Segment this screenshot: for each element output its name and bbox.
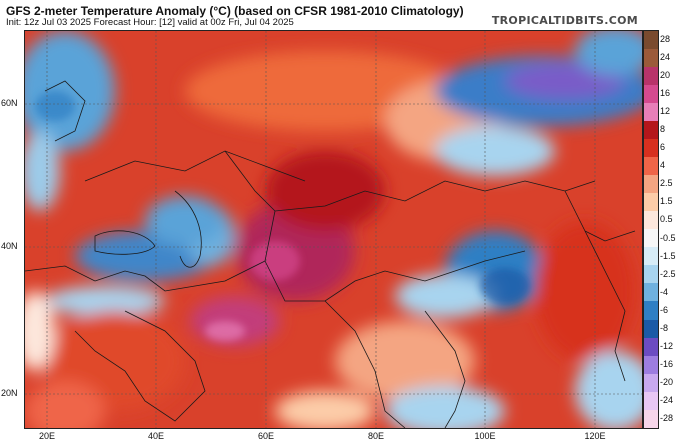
colorbar-label: 16 — [660, 88, 671, 99]
border-line — [264, 210, 526, 302]
border-line — [224, 150, 596, 212]
colorbar-label: -16 — [660, 358, 674, 369]
colorbar-swatch — [644, 373, 658, 392]
colorbar-swatch — [644, 85, 658, 104]
caspian-sea — [174, 190, 202, 268]
colorbar-swatch — [644, 31, 658, 50]
map-title: GFS 2-meter Temperature Anomaly (°C) (ba… — [6, 4, 464, 18]
colorbar-swatch — [644, 265, 658, 284]
colorbar-label: 2.5 — [660, 178, 673, 189]
cool-patch — [385, 386, 505, 428]
colorbar-swatch — [644, 49, 658, 68]
mediterranean-coast — [25, 265, 96, 282]
colorbar-swatch — [644, 283, 658, 302]
graticule — [25, 31, 642, 428]
china-coast — [564, 190, 626, 382]
colorbar-label: -0.5 — [660, 232, 676, 243]
cool-patch — [25, 131, 60, 211]
india-west — [324, 300, 406, 428]
colorbar-label: -4 — [660, 286, 669, 297]
colorbar-label: -24 — [660, 394, 674, 405]
cool-patch — [45, 286, 165, 316]
arabia-coast — [74, 310, 206, 422]
cool-patch — [395, 274, 495, 318]
lon-label-120e: 120E — [584, 431, 606, 441]
lat-label-20n: 20N — [1, 388, 18, 398]
anomaly-detail — [35, 91, 530, 341]
colorbar-swatch — [644, 121, 658, 140]
lat-label-40n: 40N — [1, 241, 18, 251]
anomaly-map-canvas — [25, 31, 642, 428]
map-subtitle: Init: 12z Jul 03 2025 Forecast Hour: [12… — [6, 17, 294, 28]
colorbar-label: -6 — [660, 304, 669, 315]
lon-label-100e: 100E — [474, 431, 496, 441]
colorbar-swatch — [644, 67, 658, 86]
lon-label-60e: 60E — [257, 431, 275, 441]
colorbar-label: 1.5 — [660, 196, 673, 207]
colorbar-label: -12 — [660, 340, 674, 351]
colorbar-swatch — [644, 319, 658, 338]
colorbar-swatch — [644, 355, 658, 374]
brand-watermark: TROPICALTIDBITS.COM — [491, 14, 638, 27]
cool-patch — [575, 31, 642, 76]
black-sea — [94, 230, 156, 255]
border-line — [94, 260, 266, 292]
colorbar-swatch — [644, 211, 658, 230]
colorbar-label: 20 — [660, 70, 671, 81]
hot-core — [205, 321, 245, 341]
lat-label-60n: 60N — [1, 98, 18, 108]
country-borders — [25, 80, 636, 428]
colorbar-label: -1.5 — [660, 250, 676, 261]
colorbar-label: -8 — [660, 322, 669, 333]
colorbar-swatch — [644, 391, 658, 410]
colorbar-label: -20 — [660, 376, 674, 387]
hot-core — [250, 241, 300, 281]
colorbar-label: 6 — [660, 142, 666, 153]
colorbar-label: 4 — [660, 160, 666, 171]
colorbar-label: 28 — [660, 34, 671, 45]
cool-patch — [575, 351, 642, 428]
colorbar-label: 12 — [660, 106, 671, 117]
colorbar-swatch — [644, 229, 658, 248]
colorbar-swatch — [644, 409, 658, 428]
border-line — [84, 150, 306, 182]
colorbar — [643, 30, 659, 429]
anomaly-map — [24, 30, 643, 429]
colorbar-label: -28 — [660, 412, 674, 423]
india-east — [424, 310, 466, 428]
mild-patch — [275, 391, 375, 428]
colorbar-swatch — [644, 157, 658, 176]
cool-patch — [25, 31, 115, 151]
lon-label-40e: 40E — [147, 431, 165, 441]
cool-patch — [145, 196, 225, 246]
colorbar-label: 8 — [660, 124, 666, 135]
korea-line — [584, 230, 636, 242]
cool-patch — [435, 126, 555, 176]
colorbar-swatch — [644, 103, 658, 122]
colorbar-swatch — [644, 193, 658, 212]
colorbar-swatch — [644, 337, 658, 356]
colorbar-swatch — [644, 247, 658, 266]
lon-label-20e: 20E — [38, 431, 56, 441]
colorbar-swatch — [644, 139, 658, 158]
colorbar-label: 24 — [660, 52, 671, 63]
cold-core — [35, 91, 75, 121]
scandinavia-coast — [44, 80, 86, 142]
mild-patch — [25, 291, 55, 371]
colorbar-label: 0.5 — [660, 214, 673, 225]
warm-patch — [535, 221, 635, 361]
colorbar-label: -2.5 — [660, 268, 676, 279]
lon-label-80e: 80E — [367, 431, 385, 441]
colorbar-swatch — [644, 301, 658, 320]
mild-patch — [335, 321, 475, 401]
warm-patch — [25, 381, 105, 428]
hot-patch — [265, 151, 385, 231]
colorbar-swatch — [644, 175, 658, 194]
cold-core — [480, 268, 530, 304]
